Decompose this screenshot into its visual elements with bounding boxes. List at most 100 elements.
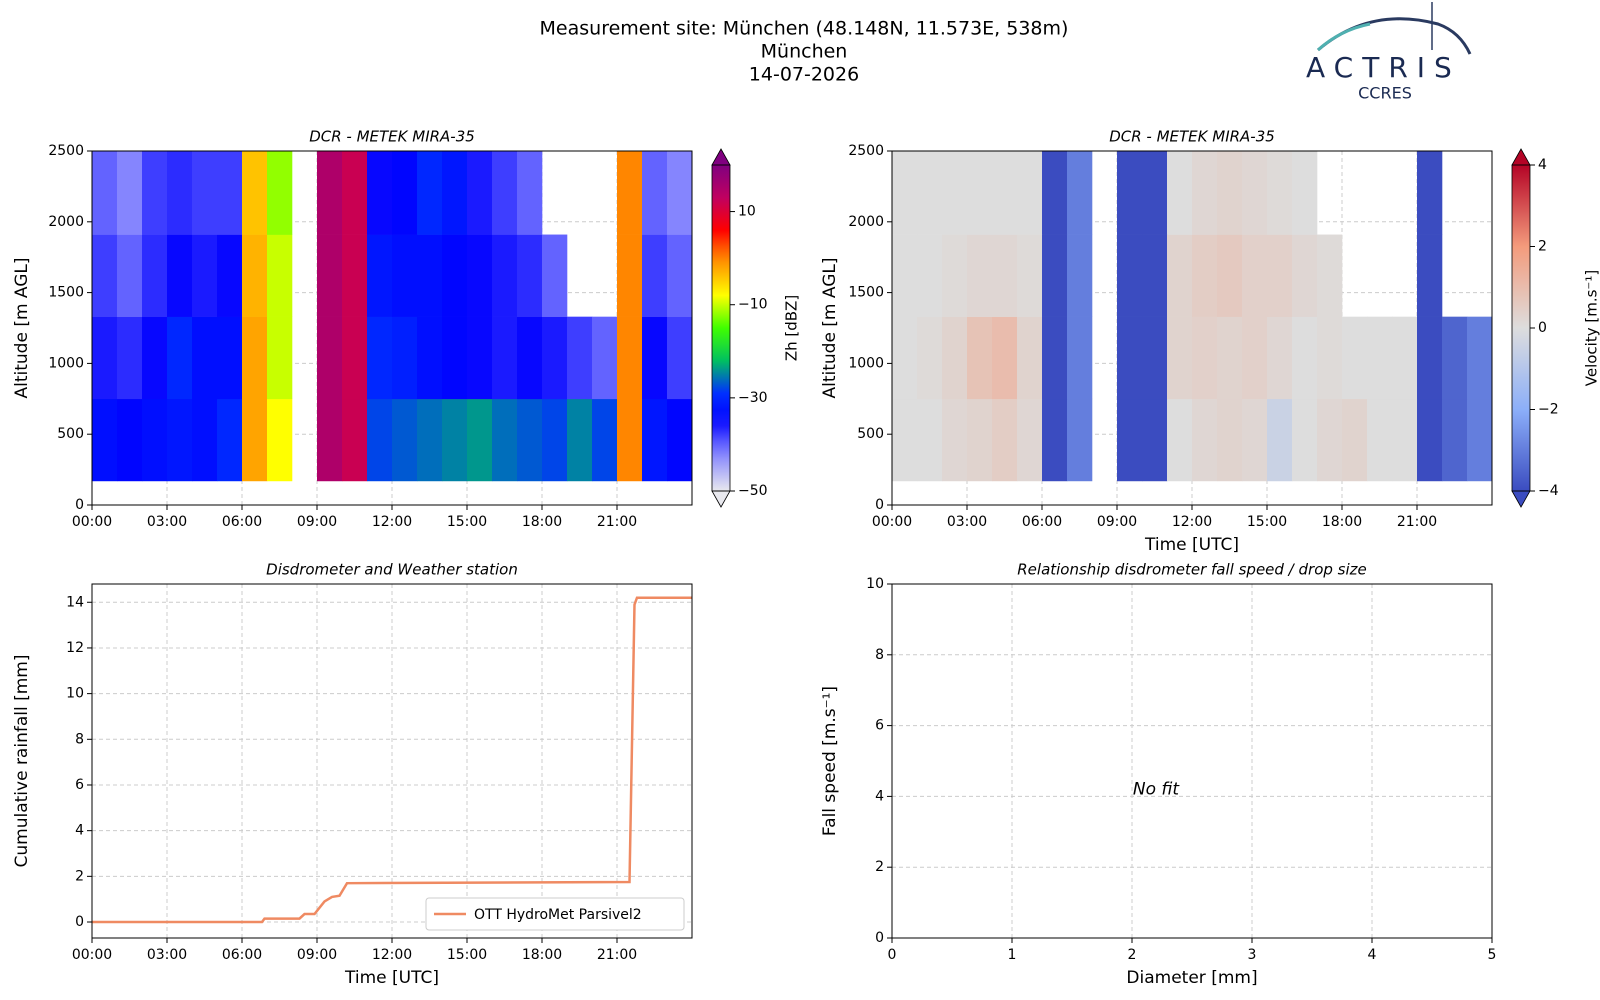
y-tick-label: 500: [857, 426, 884, 442]
heat-cell: [117, 234, 143, 317]
heat-cell: [1067, 398, 1093, 482]
y-tick-label: 10: [866, 576, 884, 592]
heat-cell: [392, 151, 418, 235]
heat-cell: [1142, 398, 1168, 482]
heat-cell: [267, 234, 293, 317]
y-tick-label: 2000: [48, 214, 84, 230]
heat-cell: [1267, 398, 1293, 482]
heat-cell: [342, 316, 368, 400]
heat-cell: [342, 234, 368, 317]
x-tick-label: 00:00: [872, 514, 912, 530]
heat-cell: [1417, 398, 1443, 482]
heat-cell: [267, 398, 293, 482]
heat-cell: [142, 398, 168, 482]
heat-cell: [1442, 398, 1468, 482]
x-tick-label: 15:00: [447, 514, 487, 530]
x-tick-label: 09:00: [297, 947, 337, 963]
heat-cell: [517, 234, 543, 317]
x-tick-label: 00:00: [72, 947, 112, 963]
y-tick-label: 12: [66, 640, 84, 656]
heat-cell: [592, 316, 618, 400]
heat-cell: [417, 316, 443, 400]
heat-cell: [1242, 234, 1268, 317]
x-tick-label: 21:00: [597, 514, 637, 530]
heat-cell: [192, 151, 218, 235]
heat-cell: [1117, 398, 1143, 482]
heat-cell: [467, 234, 493, 317]
heat-cell: [317, 234, 343, 317]
heat-cell: [1342, 398, 1368, 482]
colorbar-tick-label: 4: [1538, 157, 1547, 173]
colorbar: [1512, 165, 1530, 491]
heat-cell: [92, 234, 118, 317]
heat-cell: [667, 316, 693, 400]
heat-cell: [367, 398, 393, 482]
header-line: München: [761, 41, 848, 63]
heat-cell: [142, 316, 168, 400]
heat-cell: [167, 234, 193, 317]
heat-cell: [467, 316, 493, 400]
heat-cell: [992, 398, 1018, 482]
heat-cell: [1342, 316, 1368, 400]
heat-cell: [917, 398, 943, 482]
heat-cell: [1292, 316, 1318, 400]
heat-cell: [1217, 151, 1243, 235]
colorbar-tick-label: −10: [738, 297, 768, 313]
heat-cell: [317, 316, 343, 400]
logo-arc: [1317, 17, 1472, 55]
axes-frame: [891, 583, 1493, 939]
heat-cell: [117, 151, 143, 235]
heat-cell: [242, 234, 268, 317]
heat-cell: [317, 151, 343, 235]
heat-cell: [1442, 316, 1468, 400]
heat-cell: [942, 316, 968, 400]
heat-cell: [667, 398, 693, 482]
heat-cell: [1192, 234, 1218, 317]
heat-cell: [217, 316, 243, 400]
header-line: 14-07-2026: [749, 64, 859, 86]
heat-cell: [1042, 316, 1068, 400]
heat-cell: [1417, 151, 1443, 235]
x-tick-label: 15:00: [447, 947, 487, 963]
heat-cell: [1267, 234, 1293, 317]
y-tick-label: 1500: [48, 285, 84, 301]
x-tick-label: 18:00: [1322, 514, 1362, 530]
heat-cell: [1392, 398, 1418, 482]
heat-cell: [217, 398, 243, 482]
x-tick-label: 12:00: [372, 947, 412, 963]
colorbar-extend: [1511, 490, 1531, 508]
y-tick-label: 0: [75, 914, 84, 930]
heat-cell: [1067, 316, 1093, 400]
heat-cell: [1417, 316, 1443, 400]
panel-title: DCR - METEK MIRA-35: [1109, 128, 1275, 146]
x-tick-label: 03:00: [147, 947, 187, 963]
y-tick-label: 2: [75, 868, 84, 884]
heat-cell: [192, 234, 218, 317]
heat-cell: [1317, 234, 1343, 317]
heat-cell: [492, 151, 518, 235]
x-axis-label: Diameter [mm]: [1126, 968, 1257, 988]
heat-cell: [1117, 316, 1143, 400]
heat-cell: [1042, 234, 1068, 317]
x-tick-label: 12:00: [1172, 514, 1212, 530]
heat-cell: [1167, 316, 1193, 400]
heat-cell: [992, 316, 1018, 400]
heat-cell: [667, 151, 693, 235]
heat-cell: [367, 316, 393, 400]
x-tick-label: 4: [1368, 947, 1377, 963]
legend-label: OTT HydroMet Parsivel2: [474, 907, 642, 923]
heat-cell: [1142, 316, 1168, 400]
heat-cell: [942, 234, 968, 317]
x-tick-label: 06:00: [222, 947, 262, 963]
heat-cell: [592, 398, 618, 482]
colorbar-frame: [711, 164, 731, 492]
y-axis-label: Altitude [m AGL]: [820, 257, 840, 398]
heat-cell: [92, 398, 118, 482]
logo-arc: [1316, 22, 1371, 52]
heat-cell: [567, 398, 593, 482]
heat-cell: [417, 398, 443, 482]
annotation: No fit: [1133, 779, 1181, 799]
heat-cell: [642, 234, 668, 317]
heat-cell: [942, 398, 968, 482]
